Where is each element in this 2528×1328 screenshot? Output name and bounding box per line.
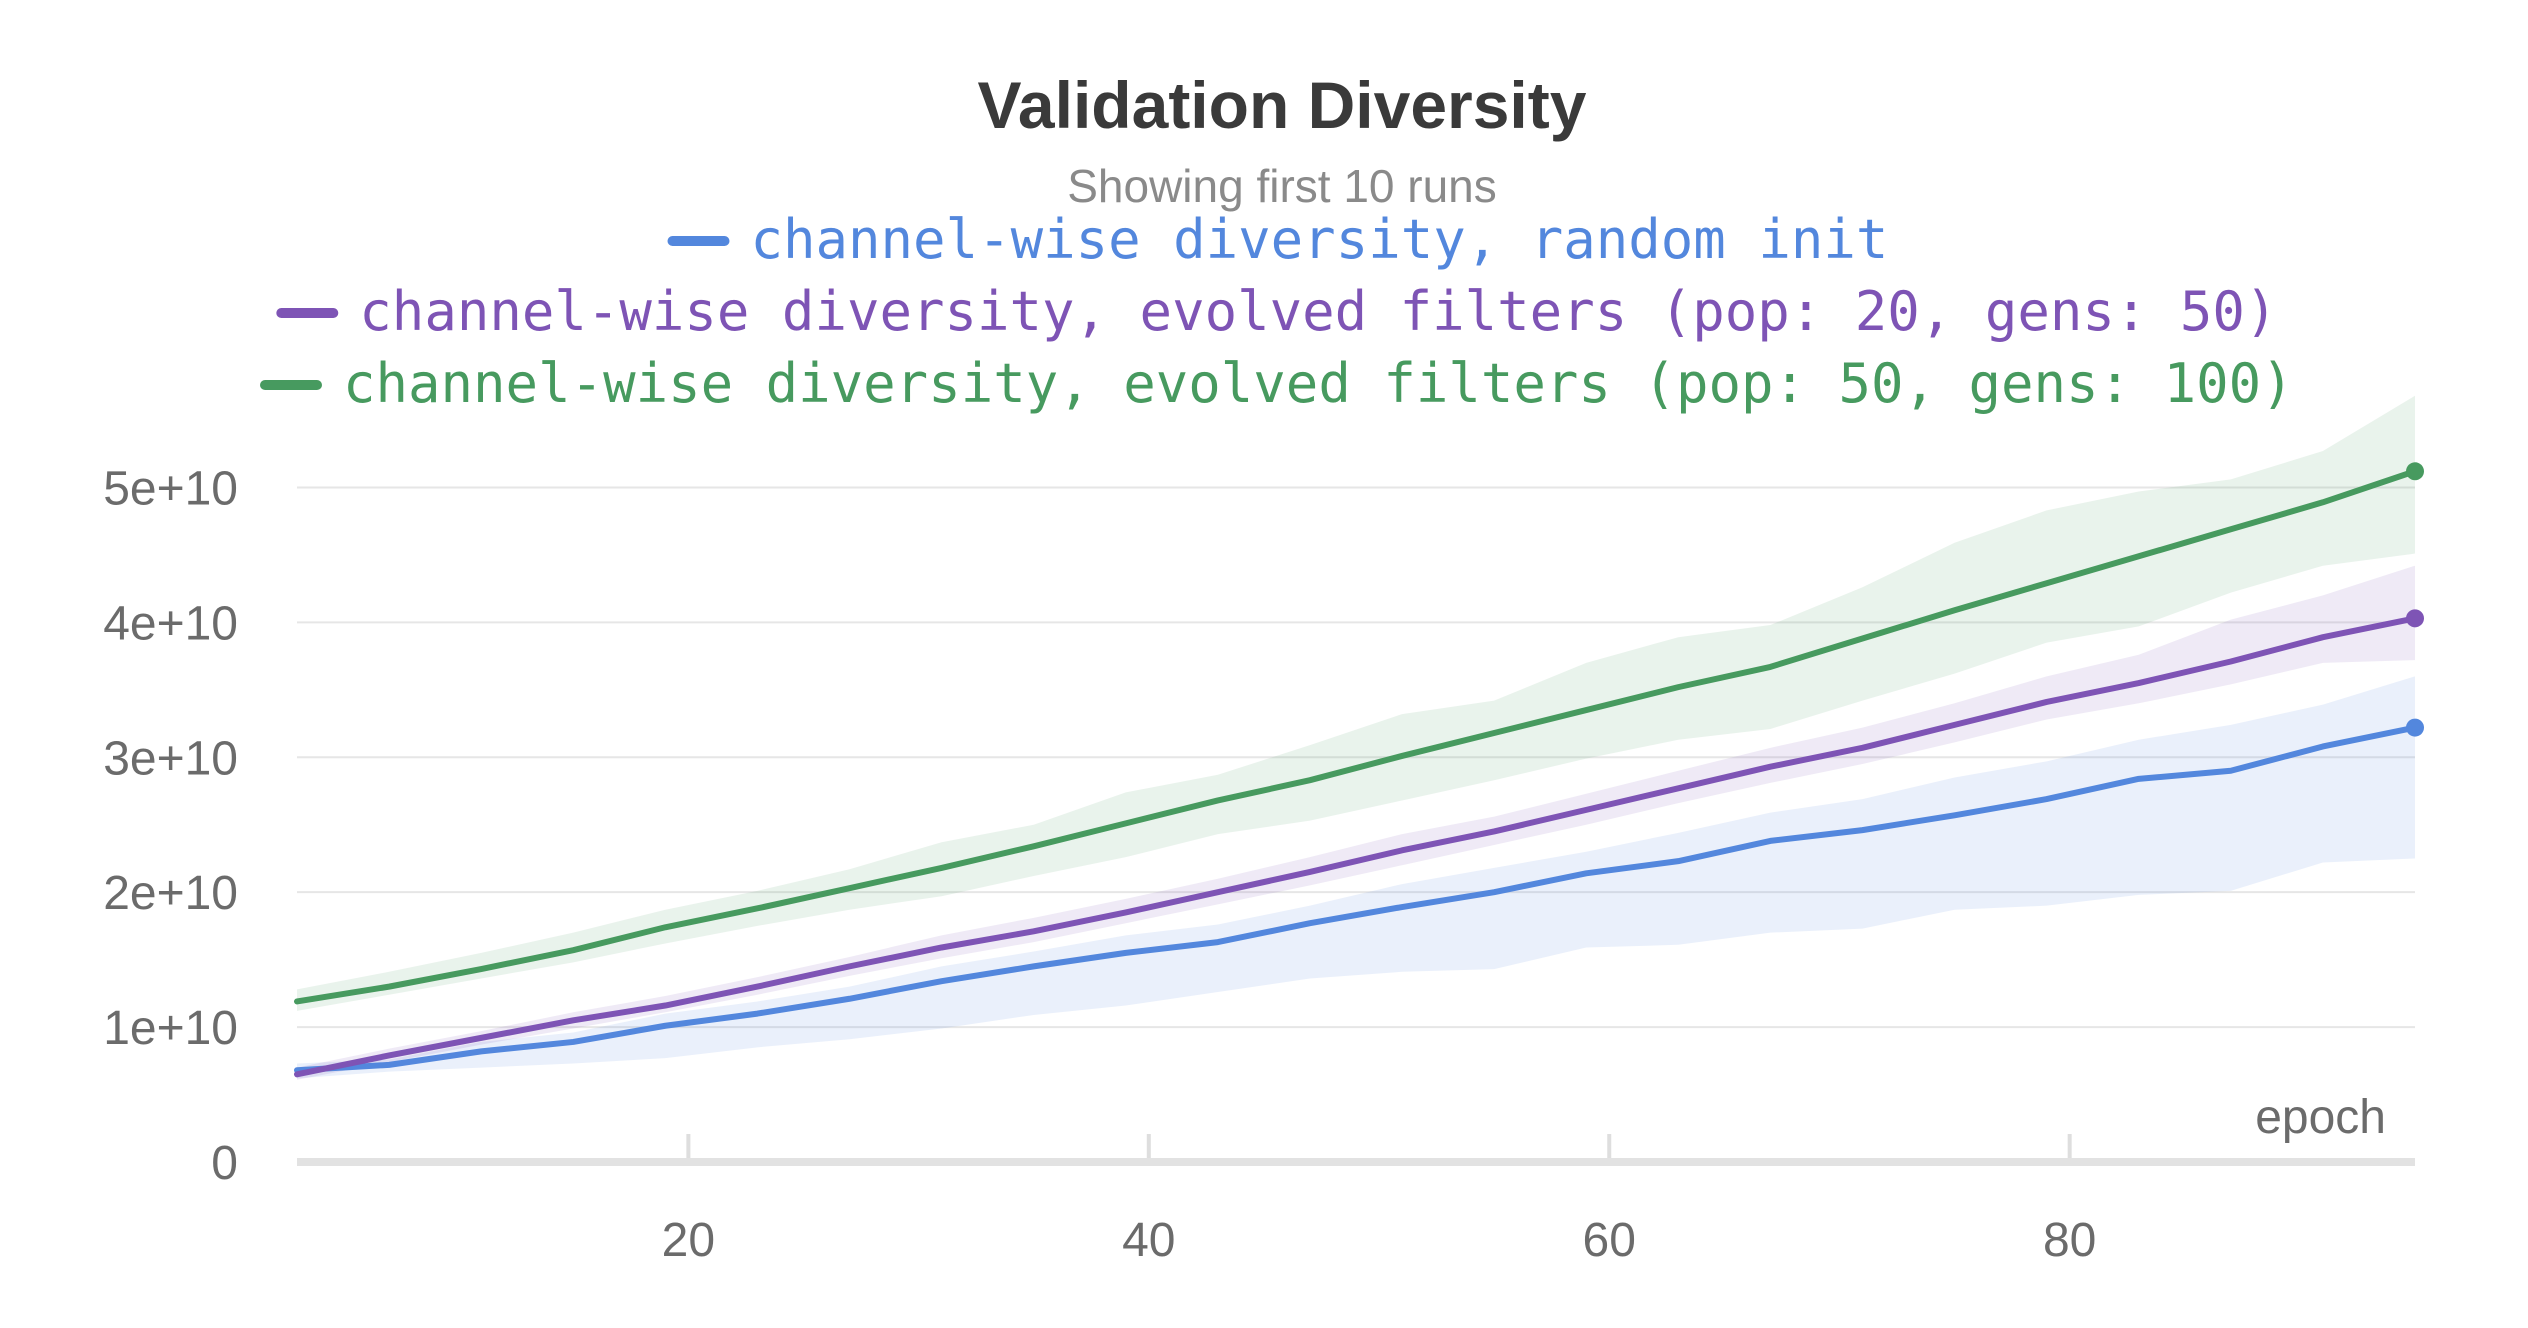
axes: 0 1e+10 2e+10 3e+10 4e+10 5e+10 20 40 60 80 [103, 462, 2415, 1267]
x-tick-label-2: 60 [1583, 1214, 1636, 1267]
chart-subtitle: Showing first 10 runs [1067, 160, 1497, 212]
y-tick-label-3: 3e+10 [103, 732, 238, 785]
x-tick-label-3: 80 [2043, 1214, 2096, 1267]
series-line-1 [294, 724, 2418, 1074]
legend-entry-2: channel-wise diversity, evolved filters … [359, 280, 2277, 343]
series-band-3 [297, 395, 2415, 1011]
series-line-3 [294, 468, 2418, 1005]
x-tick-label-0: 20 [662, 1214, 715, 1267]
y-tick-label-1: 1e+10 [103, 1002, 238, 1055]
series-lines [294, 468, 2418, 1078]
series-end-point-1 [2406, 718, 2424, 737]
series-band-1 [297, 676, 2415, 1079]
legend-entry-1: channel-wise diversity, random init [751, 208, 1889, 271]
legend: channel-wise diversity, random init chann… [260, 208, 2294, 415]
series-end-point-2 [2406, 609, 2424, 628]
y-tick-label-0: 0 [211, 1137, 238, 1190]
y-tick-label-2: 2e+10 [103, 867, 238, 920]
y-tick-label-4: 4e+10 [103, 597, 238, 650]
chart-title: Validation Diversity [978, 68, 1587, 142]
x-axis-label: epoch [2255, 1091, 2386, 1144]
y-tick-label-5: 5e+10 [103, 462, 238, 515]
series-band-2 [297, 565, 2415, 1080]
legend-entry-3: channel-wise diversity, evolved filters … [343, 352, 2294, 415]
series-line-2 [294, 615, 2418, 1078]
series-end-points [2406, 462, 2424, 737]
series-end-point-3 [2406, 462, 2424, 481]
x-tick-label-1: 40 [1122, 1214, 1175, 1267]
confidence-bands [297, 395, 2415, 1080]
